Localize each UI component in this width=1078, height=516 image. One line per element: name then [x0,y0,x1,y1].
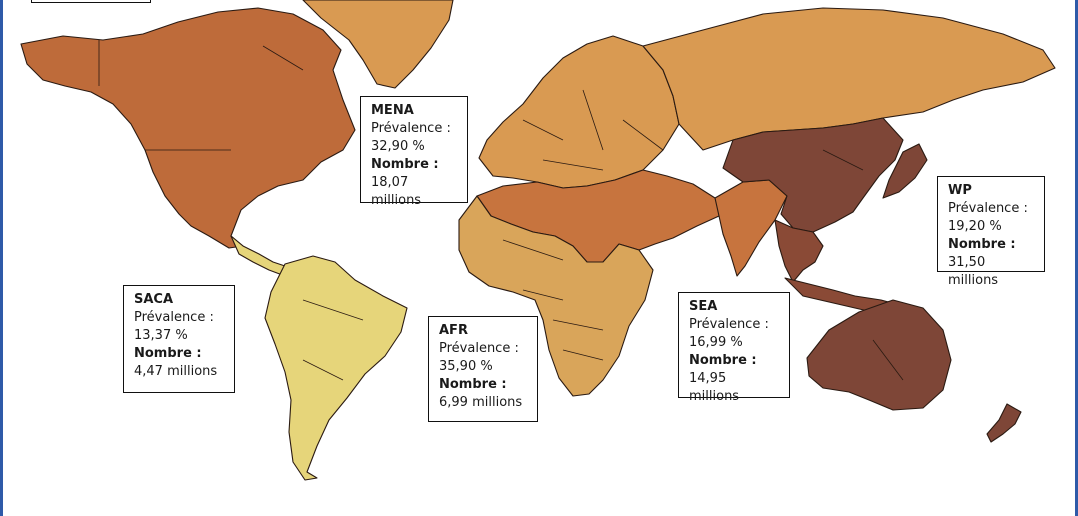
region-south-america [264,255,408,481]
region-code: WP [948,183,972,198]
callout-wp: WP Prévalence : 19,20 % Nombre : 31,50 m… [937,176,1045,288]
prevalence-value: 35,90 % [439,359,493,374]
region-code: MENA [371,103,414,118]
count-label: Nombre : [371,157,439,172]
prevalence-label: Prévalence : [371,121,451,136]
callout-mena: MENA Prévalence : 32,90 % Nombre : 18,07… [360,96,468,208]
prevalence-label: Prévalence : [134,310,214,325]
world-map-canvas [20,0,1056,481]
count-label: Nombre : [948,237,1016,252]
prevalence-value: 32,90 % [371,139,425,154]
prevalence-label: Prévalence : [439,341,519,356]
region-code: SACA [134,292,174,307]
region-australia [806,299,952,411]
region-code: AFR [439,323,468,338]
count-value: 6,99 millions [439,395,523,410]
legend-box-partial [31,0,151,3]
region-southeast-asia [774,219,824,283]
region-north-america [20,7,356,249]
prevalence-value: 19,20 % [948,219,1002,234]
prevalence-label: Prévalence : [689,317,769,332]
callout-sea: SEA Prévalence : 16,99 % Nombre : 14,95 … [678,292,790,404]
count-value: 18,07 millions [371,175,422,208]
count-value: 14,95 millions [689,371,740,404]
count-label: Nombre : [439,377,507,392]
region-code: SEA [689,299,718,314]
region-greenland [302,0,454,89]
count-value: 4,47 millions [134,364,218,379]
prevalence-label: Prévalence : [948,201,1028,216]
region-new-zealand [986,403,1022,443]
region-japan [882,143,928,199]
count-label: Nombre : [689,353,757,368]
prevalence-value: 16,99 % [689,335,743,350]
callout-saca: SACA Prévalence : 13,37 % Nombre : 4,47 … [123,285,235,393]
region-east-asia [722,117,904,233]
region-north-asia [642,7,1056,151]
region-africa [458,195,654,397]
count-label: Nombre : [134,346,202,361]
region-europe [478,35,680,189]
count-value: 31,50 millions [948,255,999,288]
callout-afr: AFR Prévalence : 35,90 % Nombre : 6,99 m… [428,316,538,422]
prevalence-value: 13,37 % [134,328,188,343]
country-borders [98,40,904,381]
